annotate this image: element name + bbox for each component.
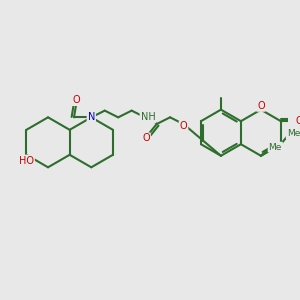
Text: O: O [180, 121, 187, 131]
Text: O: O [295, 116, 300, 126]
Text: NH: NH [141, 112, 155, 122]
Text: O: O [72, 95, 80, 105]
Text: N: N [88, 112, 95, 122]
Text: O: O [257, 101, 265, 111]
Text: Me: Me [287, 129, 300, 138]
Text: HO: HO [19, 156, 34, 166]
Text: Me: Me [268, 142, 282, 152]
Text: O: O [142, 134, 150, 143]
